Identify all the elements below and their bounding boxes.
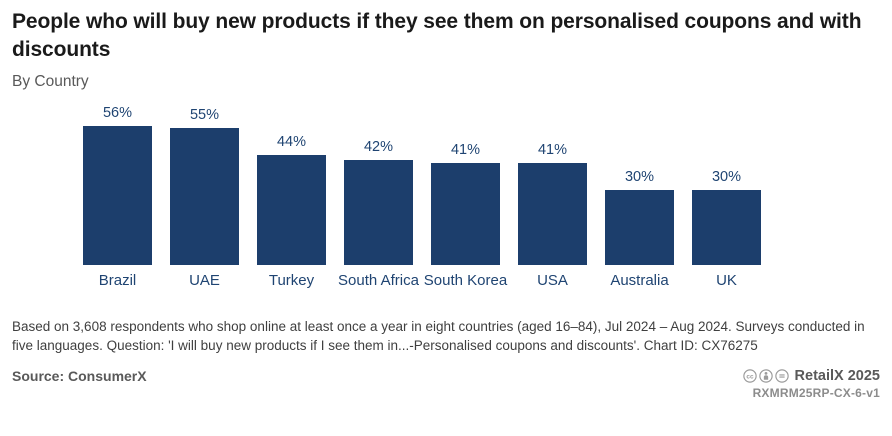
bar-category-label: USA bbox=[537, 271, 568, 289]
brand-block: cc RetailX 2025 RXMRM25RP-CX-6-v1 bbox=[742, 367, 880, 400]
bar-group-turkey: 44% Turkey bbox=[248, 134, 335, 289]
bar-category-label: UK bbox=[716, 271, 737, 289]
bar-category-label: UAE bbox=[189, 271, 220, 289]
brand-line: cc RetailX 2025 bbox=[742, 367, 880, 384]
page-title: People who will buy new products if they… bbox=[12, 10, 862, 62]
bar-group-uae: 55% UAE bbox=[161, 107, 248, 289]
bar-group-brazil: 56% Brazil bbox=[74, 105, 161, 290]
bar-value-label: 30% bbox=[624, 169, 655, 186]
bar-value-label: 56% bbox=[102, 104, 133, 121]
bar-category-label: Brazil bbox=[98, 271, 137, 289]
cc-by-icon bbox=[758, 369, 773, 383]
bar-group-usa: 41% USA bbox=[509, 142, 596, 290]
bar-value-label: 55% bbox=[189, 107, 220, 124]
bar-value-label: 30% bbox=[711, 169, 742, 186]
chart-footnote: Based on 3,608 respondents who shop onli… bbox=[12, 318, 865, 353]
bar bbox=[605, 190, 674, 265]
bar-value-label: 41% bbox=[450, 141, 481, 158]
brand-label: RetailX 2025 bbox=[794, 367, 880, 384]
bar-value-label: 42% bbox=[363, 139, 394, 156]
bar bbox=[431, 162, 500, 265]
bar bbox=[344, 160, 413, 265]
bar bbox=[257, 155, 326, 265]
bar-group-south-africa: 42% South Africa bbox=[335, 139, 422, 289]
bar-category-label: Australia bbox=[610, 271, 669, 289]
bar-category-label: Turkey bbox=[268, 271, 315, 289]
bar-group-australia: 30% Australia bbox=[596, 169, 683, 289]
cc-nd-icon bbox=[774, 369, 789, 383]
bar bbox=[170, 128, 239, 265]
chart-subtitle: By Country bbox=[12, 72, 89, 90]
footer: Source: ConsumerX cc bbox=[12, 368, 880, 400]
cc-icon: cc bbox=[742, 369, 757, 383]
license-icons: cc bbox=[742, 369, 789, 383]
source-label: Source: ConsumerX bbox=[12, 367, 147, 384]
bar-chart: 56% Brazil 55% UAE 44% Turkey 42% South … bbox=[12, 105, 880, 290]
bar-value-label: 44% bbox=[276, 134, 307, 151]
bar-row: 56% Brazil 55% UAE 44% Turkey 42% South … bbox=[74, 105, 880, 290]
bar-value-label: 41% bbox=[537, 141, 568, 158]
bar bbox=[83, 125, 152, 265]
bar-category-label: South Korea bbox=[423, 271, 508, 289]
bar-group-uk: 30% UK bbox=[683, 169, 770, 289]
bar bbox=[692, 190, 761, 265]
chart-header: People who will buy new products if they… bbox=[12, 8, 880, 91]
reference-code: RXMRM25RP-CX-6-v1 bbox=[752, 385, 880, 400]
bar-category-label: South Africa bbox=[338, 271, 419, 289]
bar-group-south-korea: 41% South Korea bbox=[422, 142, 509, 290]
bar bbox=[518, 162, 587, 265]
svg-text:cc: cc bbox=[746, 373, 754, 380]
